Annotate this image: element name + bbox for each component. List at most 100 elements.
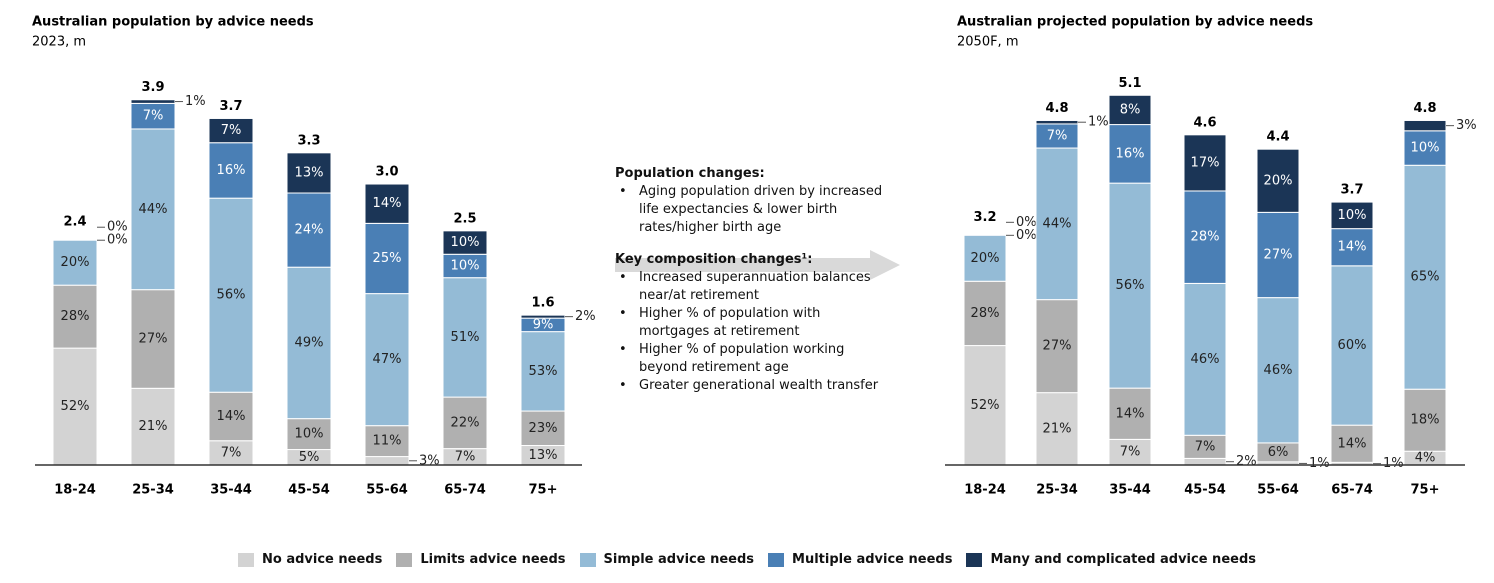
bar-segment bbox=[1256, 211, 1300, 299]
bullet-list: Increased superannuation balances near/a… bbox=[615, 269, 890, 395]
data-label: 27% bbox=[139, 331, 168, 346]
x-tick-label: 65-74 bbox=[444, 483, 486, 498]
data-label: 27% bbox=[1043, 339, 1072, 354]
bar-segment bbox=[130, 99, 176, 104]
data-label: 18% bbox=[1411, 413, 1440, 428]
data-label: 9% bbox=[533, 317, 554, 332]
total-label: 3.7 bbox=[219, 99, 242, 114]
data-label: 56% bbox=[217, 288, 246, 303]
bar-segment bbox=[52, 239, 98, 286]
x-tick-label: 55-64 bbox=[1257, 483, 1299, 498]
data-label: 7% bbox=[143, 109, 164, 124]
bullet: Increased superannuation balances near/a… bbox=[615, 269, 890, 305]
data-label: 6% bbox=[1268, 445, 1289, 460]
x-tick-label: 55-64 bbox=[366, 483, 408, 498]
total-label: 2.5 bbox=[453, 211, 476, 226]
bar-segment bbox=[364, 222, 410, 295]
data-label: 0% bbox=[107, 220, 128, 235]
legend-swatch bbox=[396, 552, 413, 567]
bar-segment bbox=[364, 456, 410, 466]
bullet: Higher % of population with mortgages at… bbox=[615, 305, 890, 341]
data-label: 8% bbox=[1120, 102, 1141, 117]
data-label: 0% bbox=[1016, 228, 1037, 243]
data-label: 28% bbox=[971, 306, 1000, 321]
notes: Population changes: Aging population dri… bbox=[615, 165, 890, 409]
bar-segment bbox=[286, 266, 332, 420]
bar-segment bbox=[520, 410, 566, 447]
bar-segment bbox=[364, 293, 410, 427]
data-label: 21% bbox=[139, 419, 168, 434]
data-label: 7% bbox=[221, 445, 242, 460]
total-label: 2.4 bbox=[63, 215, 86, 230]
data-label: 1% bbox=[1088, 115, 1109, 130]
chart-title: Australian projected population by advic… bbox=[957, 15, 1313, 30]
data-label: 52% bbox=[61, 399, 90, 414]
data-label: 23% bbox=[529, 421, 558, 436]
data-label: 46% bbox=[1264, 363, 1293, 378]
total-label: 3.2 bbox=[973, 210, 996, 225]
data-label: 14% bbox=[373, 196, 402, 211]
data-label: 10% bbox=[451, 258, 480, 273]
bar-segment bbox=[208, 142, 254, 199]
data-label: 4% bbox=[1415, 451, 1436, 466]
bar-segment bbox=[52, 284, 98, 349]
x-tick-label: 45-54 bbox=[1184, 483, 1226, 498]
data-label: 14% bbox=[1338, 436, 1367, 451]
bar-segment bbox=[1403, 119, 1447, 132]
data-label: 13% bbox=[529, 448, 558, 463]
data-label: 10% bbox=[295, 427, 324, 442]
total-label: 4.4 bbox=[1266, 130, 1289, 145]
data-label: 13% bbox=[295, 165, 324, 180]
total-label: 3.9 bbox=[141, 80, 164, 95]
bar-segment bbox=[520, 314, 566, 319]
bar-segment bbox=[1330, 228, 1374, 267]
x-tick-label: 18-24 bbox=[54, 483, 96, 498]
data-label: 44% bbox=[1043, 216, 1072, 231]
legend-swatch bbox=[768, 552, 785, 567]
total-label: 4.6 bbox=[1193, 115, 1216, 130]
data-label: 51% bbox=[451, 330, 480, 345]
data-label: 17% bbox=[1191, 155, 1220, 170]
data-label: 0% bbox=[1016, 215, 1037, 230]
chart-subtitle: 2023, m bbox=[32, 35, 86, 50]
data-label: 1% bbox=[1309, 456, 1330, 471]
notes-heading: Key composition changes¹: bbox=[615, 252, 813, 267]
bar-segment bbox=[1403, 130, 1447, 166]
total-label: 4.8 bbox=[1045, 101, 1068, 116]
data-label: 46% bbox=[1191, 352, 1220, 367]
data-label: 7% bbox=[455, 449, 476, 464]
legend-label: Multiple advice needs bbox=[792, 552, 953, 567]
data-label: 7% bbox=[1195, 439, 1216, 454]
total-label: 1.6 bbox=[531, 296, 554, 311]
x-tick-label: 75+ bbox=[1411, 483, 1440, 498]
legend-label: Many and complicated advice needs bbox=[990, 552, 1256, 567]
data-label: 10% bbox=[1411, 141, 1440, 156]
bar-segment bbox=[1183, 282, 1227, 436]
data-label: 2% bbox=[575, 309, 596, 324]
legend-item: Multiple advice needs bbox=[768, 552, 952, 567]
data-label: 1% bbox=[185, 94, 206, 109]
data-label: 3% bbox=[419, 453, 440, 468]
bar-segment bbox=[442, 230, 488, 255]
bar-segment bbox=[1035, 123, 1079, 149]
legend-swatch bbox=[238, 552, 254, 567]
bar-segment bbox=[130, 128, 176, 291]
bullet-list: Aging population driven by increased lif… bbox=[615, 183, 890, 237]
bar-segment bbox=[1330, 265, 1374, 426]
bar-segment bbox=[442, 277, 488, 398]
data-label: 11% bbox=[373, 434, 402, 449]
bar-segment bbox=[208, 117, 254, 144]
legend-label: Simple advice needs bbox=[603, 552, 755, 567]
data-label: 20% bbox=[971, 251, 1000, 266]
data-label: 16% bbox=[1116, 146, 1145, 161]
bar-segment bbox=[364, 183, 410, 224]
data-label: 28% bbox=[1191, 230, 1220, 245]
legend-item: No advice needs bbox=[238, 552, 382, 567]
bar-segment bbox=[1035, 147, 1079, 301]
data-label: 3% bbox=[1456, 118, 1477, 133]
data-label: 22% bbox=[451, 415, 480, 430]
data-label: 7% bbox=[1120, 445, 1141, 460]
x-tick-label: 25-34 bbox=[1036, 483, 1078, 498]
x-tick-label: 75+ bbox=[529, 483, 558, 498]
